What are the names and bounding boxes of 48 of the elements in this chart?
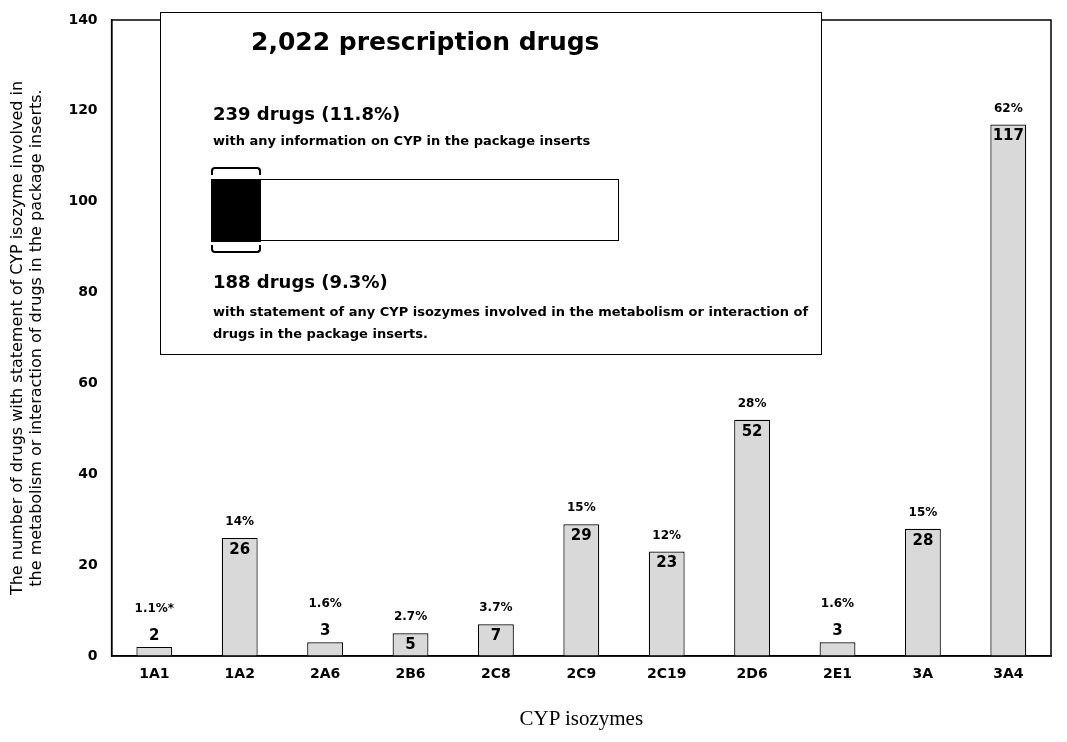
y-tick-label: 140 <box>68 10 98 27</box>
x-tick-label: 2D6 <box>736 665 768 682</box>
data-label: 2 <box>149 625 160 644</box>
annotation: 28% <box>737 395 767 410</box>
data-label: 23 <box>656 553 678 572</box>
annotation: 12% <box>652 527 682 542</box>
x-tick-label: 2C9 <box>566 665 597 682</box>
y-tick-label: 40 <box>78 464 98 481</box>
data-label: 5 <box>405 635 416 654</box>
x-tick-label: 2C19 <box>646 665 687 682</box>
y-tick-label: 120 <box>68 101 98 118</box>
x-tick-label: 1A2 <box>224 665 255 682</box>
data-label: 26 <box>229 539 251 558</box>
annotation: 188 drugs (9.3%) <box>213 271 388 292</box>
x-tick-label: 2A6 <box>309 665 341 682</box>
y-tick-label: 100 <box>68 192 98 209</box>
y-tick-label: 80 <box>78 283 98 300</box>
annotation: 2,022 prescription drugs <box>251 27 600 56</box>
x-tick-label: 3A4 <box>993 665 1024 682</box>
annotation: with statement of any CYP isozymes involved in the metabolism or interaction of drugs in the package inserts. <box>213 303 810 344</box>
x-tick-label: 1A1 <box>139 665 170 682</box>
annotation: 1.6% <box>820 596 855 611</box>
x-tick-label: 2C8 <box>481 665 511 682</box>
data-label: 117 <box>992 126 1024 145</box>
x-tick-label: 2E1 <box>822 665 853 682</box>
data-label: 3 <box>832 621 843 640</box>
annotation: 1.1%* <box>134 601 175 616</box>
data-label: 52 <box>741 421 763 440</box>
data-label: 29 <box>570 526 592 545</box>
data-label: 7 <box>490 626 502 645</box>
x-tick-label: 3A <box>912 665 934 682</box>
data-label: 28 <box>912 530 934 549</box>
annotation: 2.7% <box>393 609 428 624</box>
annotation: with any information on CYP in the package inserts <box>213 133 591 148</box>
data-label: 3 <box>319 621 331 640</box>
y-tick-label: 20 <box>78 555 98 572</box>
y-axis-title: The number of drugs with statement of CYP isozyme involved in the metabolism or interaction of drugs in the package inserts. <box>6 80 45 597</box>
x-tick-label: 2B6 <box>395 665 426 682</box>
annotation: 15% <box>908 504 938 519</box>
annotation: 62% <box>993 100 1023 115</box>
annotation: 239 drugs (11.8%) <box>213 103 401 124</box>
annotation: 15% <box>566 500 596 515</box>
annotation: 14% <box>225 514 255 529</box>
annotation: 3.7% <box>479 600 513 615</box>
y-tick-label: 0 <box>87 646 98 663</box>
y-tick-label: 60 <box>78 374 98 391</box>
x-axis-title: CYP isozymes <box>519 705 644 730</box>
annotation: 1.6% <box>308 596 342 611</box>
